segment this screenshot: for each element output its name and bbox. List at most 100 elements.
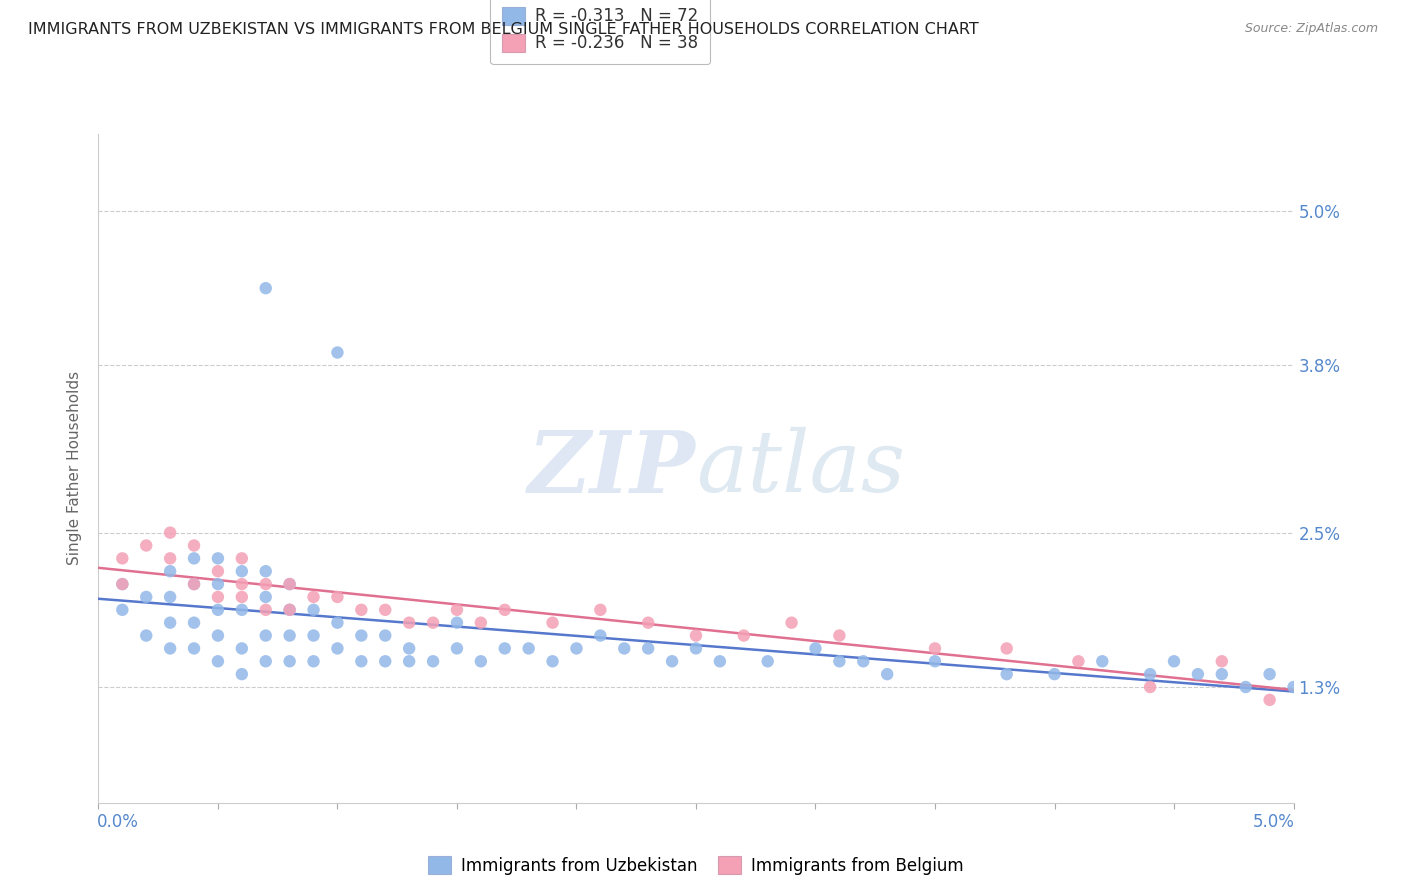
Point (135, 590, 157, 604)
Point (398, 615, 420, 630)
Point (1211, 667, 1233, 681)
Point (804, 641, 827, 656)
Point (685, 641, 707, 656)
Point (207, 603, 229, 617)
Point (183, 577, 205, 591)
Point (374, 603, 396, 617)
Point (422, 654, 444, 668)
Point (995, 641, 1018, 656)
Point (183, 539, 205, 553)
Point (207, 577, 229, 591)
Point (470, 615, 492, 630)
Point (183, 551, 205, 566)
Point (231, 590, 253, 604)
Point (446, 641, 468, 656)
Point (374, 628, 396, 642)
Point (278, 603, 301, 617)
Point (398, 641, 420, 656)
Point (207, 654, 229, 668)
Point (231, 641, 253, 656)
Point (1091, 654, 1114, 668)
Point (494, 603, 516, 617)
Point (231, 667, 253, 681)
Point (876, 667, 898, 681)
Point (326, 345, 349, 359)
Point (326, 590, 349, 604)
Point (446, 603, 468, 617)
Point (254, 654, 277, 668)
Y-axis label: Single Father Households: Single Father Households (67, 371, 83, 566)
Point (278, 577, 301, 591)
Point (517, 641, 540, 656)
Point (685, 628, 707, 642)
Point (111, 577, 134, 591)
Point (924, 641, 946, 656)
Point (111, 603, 134, 617)
Point (159, 525, 181, 540)
Point (207, 551, 229, 566)
Point (278, 603, 301, 617)
Point (828, 628, 851, 642)
Point (1258, 693, 1281, 707)
Text: atlas: atlas (696, 427, 905, 509)
Point (589, 628, 612, 642)
Point (565, 641, 588, 656)
Text: 0.0%: 0.0% (97, 813, 139, 830)
Point (302, 654, 325, 668)
Point (207, 628, 229, 642)
Point (541, 615, 564, 630)
Point (183, 641, 205, 656)
Point (302, 603, 325, 617)
Point (374, 654, 396, 668)
Point (278, 577, 301, 591)
Legend: Immigrants from Uzbekistan, Immigrants from Belgium: Immigrants from Uzbekistan, Immigrants f… (422, 849, 970, 881)
Point (1163, 654, 1185, 668)
Point (1187, 667, 1209, 681)
Point (254, 564, 277, 578)
Point (350, 654, 373, 668)
Point (231, 551, 253, 566)
Point (589, 603, 612, 617)
Point (1258, 667, 1281, 681)
Point (159, 615, 181, 630)
Point (1234, 680, 1257, 694)
Point (470, 654, 492, 668)
Point (111, 551, 134, 566)
Point (326, 641, 349, 656)
Text: 5.0%: 5.0% (1253, 813, 1295, 830)
Point (302, 590, 325, 604)
Point (613, 641, 636, 656)
Text: Source: ZipAtlas.com: Source: ZipAtlas.com (1244, 22, 1378, 36)
Point (183, 577, 205, 591)
Point (924, 654, 946, 668)
Point (254, 281, 277, 295)
Point (207, 590, 229, 604)
Point (278, 654, 301, 668)
Point (278, 628, 301, 642)
Point (135, 628, 157, 642)
Point (828, 654, 851, 668)
Point (350, 628, 373, 642)
Point (852, 654, 875, 668)
Point (756, 654, 779, 668)
Point (637, 615, 659, 630)
Point (350, 603, 373, 617)
Point (135, 539, 157, 553)
Point (111, 577, 134, 591)
Point (398, 654, 420, 668)
Point (780, 615, 803, 630)
Point (637, 641, 659, 656)
Point (254, 590, 277, 604)
Point (1139, 667, 1161, 681)
Point (254, 603, 277, 617)
Text: IMMIGRANTS FROM UZBEKISTAN VS IMMIGRANTS FROM BELGIUM SINGLE FATHER HOUSEHOLDS C: IMMIGRANTS FROM UZBEKISTAN VS IMMIGRANTS… (28, 22, 979, 37)
Point (1282, 680, 1305, 694)
Point (1043, 667, 1066, 681)
Point (159, 641, 181, 656)
Point (541, 654, 564, 668)
Point (159, 551, 181, 566)
Text: ZIP: ZIP (529, 426, 696, 510)
Point (661, 654, 683, 668)
Point (159, 564, 181, 578)
Point (446, 615, 468, 630)
